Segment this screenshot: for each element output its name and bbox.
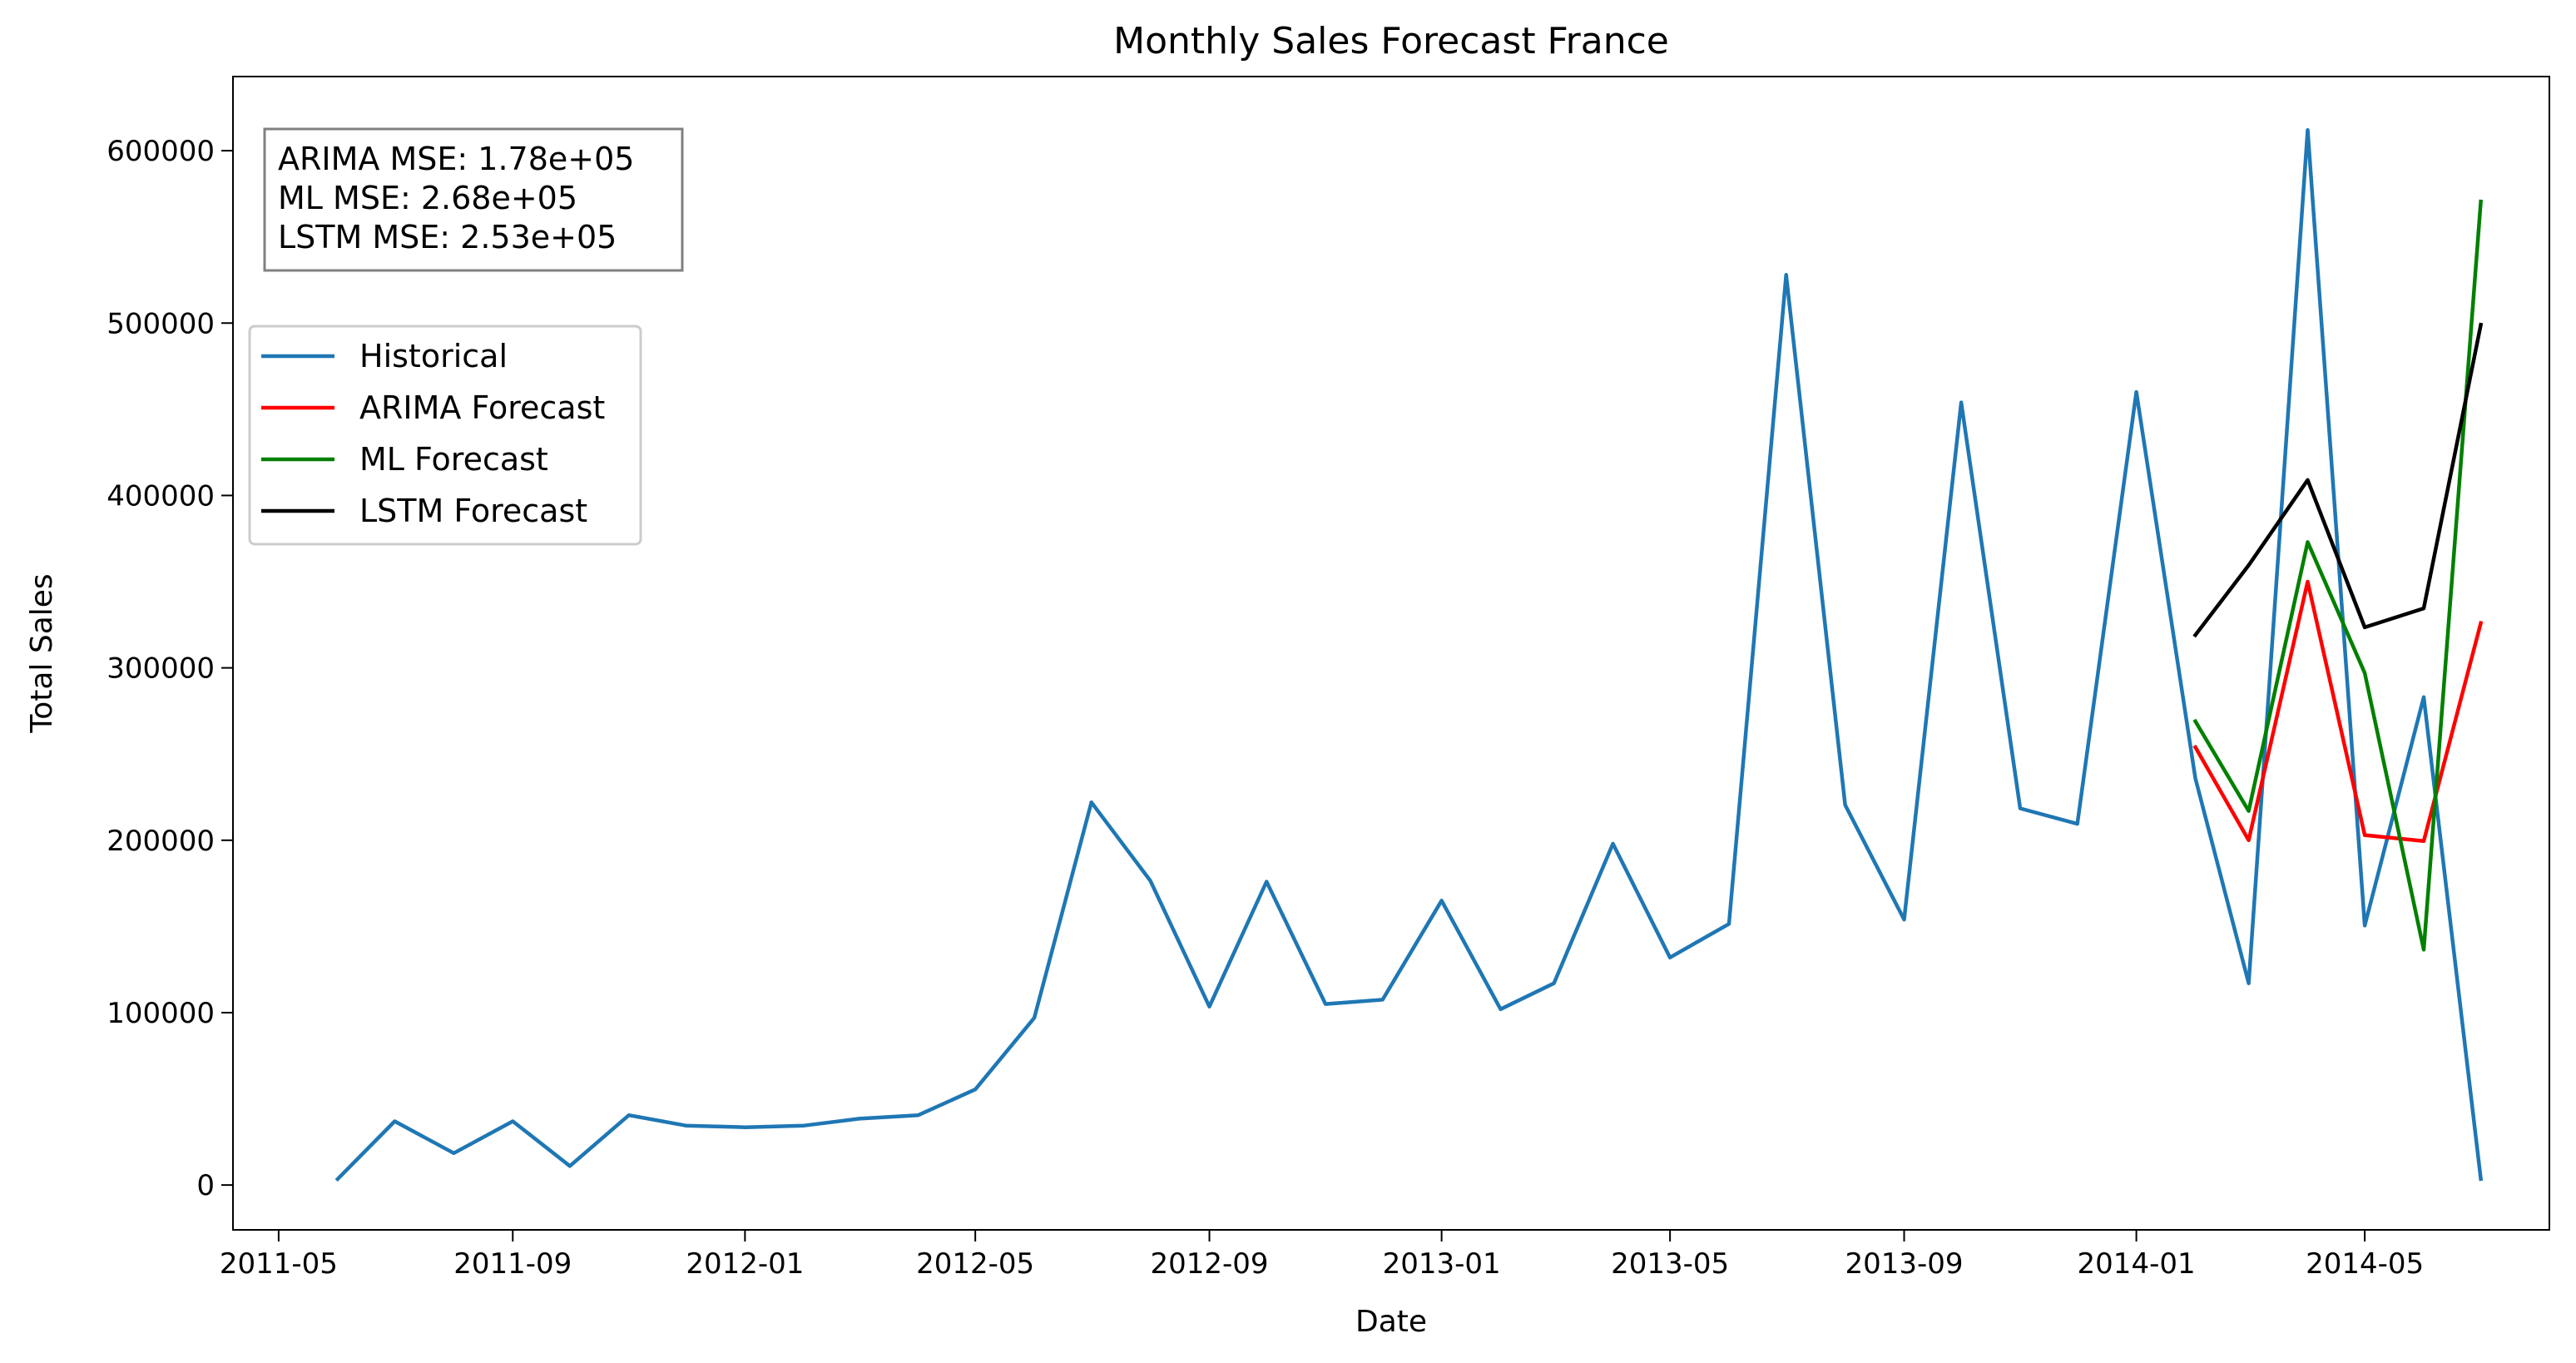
legend-label-lstm-forecast: LSTM Forecast — [359, 493, 587, 529]
series-line-ml-forecast — [2192, 199, 2484, 952]
mse-stats-box: ARIMA MSE: 1.78e+05 ML MSE: 2.68e+05 LST… — [263, 127, 684, 272]
legend-items: Historical ARIMA Forecast ML Forecast LSTM … — [261, 338, 605, 529]
x-tick-label: 2011-05 — [220, 1247, 338, 1281]
x-tick-label: 2012-01 — [686, 1247, 804, 1281]
x-tick-label: 2014-01 — [2078, 1247, 2196, 1281]
stats-line-arima: ARIMA MSE: 1.78e+05 — [278, 141, 634, 177]
x-tick-label: 2012-05 — [916, 1247, 1034, 1281]
series-line-historical — [334, 127, 2484, 1182]
plot-area — [232, 76, 2550, 1231]
y-tick-label: 200000 — [107, 825, 215, 858]
y-tick-label: 600000 — [107, 135, 215, 168]
y-axis: 0 100000 200000 300000 400000 500000 600000 — [107, 135, 233, 1202]
y-tick-label: 300000 — [107, 652, 215, 686]
x-tick-label: 2014-05 — [2306, 1247, 2424, 1281]
stats-line-lstm: LSTM MSE: 2.53e+05 — [278, 219, 617, 255]
mse-stats-frame — [263, 127, 684, 272]
y-axis-label: Total Sales — [25, 573, 59, 733]
y-tick-label: 0 — [196, 1169, 215, 1202]
x-tick-label: 2013-09 — [1845, 1247, 1963, 1281]
x-tick-label: 2013-05 — [1611, 1247, 1729, 1281]
legend: Historical ARIMA Forecast ML Forecast LSTM … — [248, 325, 642, 546]
legend-label-arima-forecast: ARIMA Forecast — [359, 389, 605, 426]
y-tick-label: 100000 — [107, 997, 215, 1030]
x-tick-label: 2011-09 — [453, 1247, 572, 1281]
y-tick-label: 400000 — [107, 479, 215, 513]
chart-title: Monthly Sales Forecast France — [1113, 20, 1669, 62]
legend-frame — [248, 325, 642, 546]
x-tick-label: 2013-01 — [1383, 1247, 1501, 1281]
x-axis-label: Date — [1355, 1305, 1427, 1339]
legend-label-historical: Historical — [359, 338, 508, 374]
y-tick-label: 500000 — [107, 307, 215, 340]
axes-frame — [232, 76, 2550, 1231]
x-tick-label: 2012-09 — [1151, 1247, 1269, 1281]
stats-line-ml: ML MSE: 2.68e+05 — [278, 180, 577, 216]
series-line-lstm-forecast — [2192, 322, 2484, 638]
series-layer — [334, 127, 2484, 1182]
legend-label-ml-forecast: ML Forecast — [359, 441, 548, 478]
x-axis: 2011-05 2011-09 2012-01 2012-05 2012-09 2013-… — [220, 1230, 2424, 1281]
